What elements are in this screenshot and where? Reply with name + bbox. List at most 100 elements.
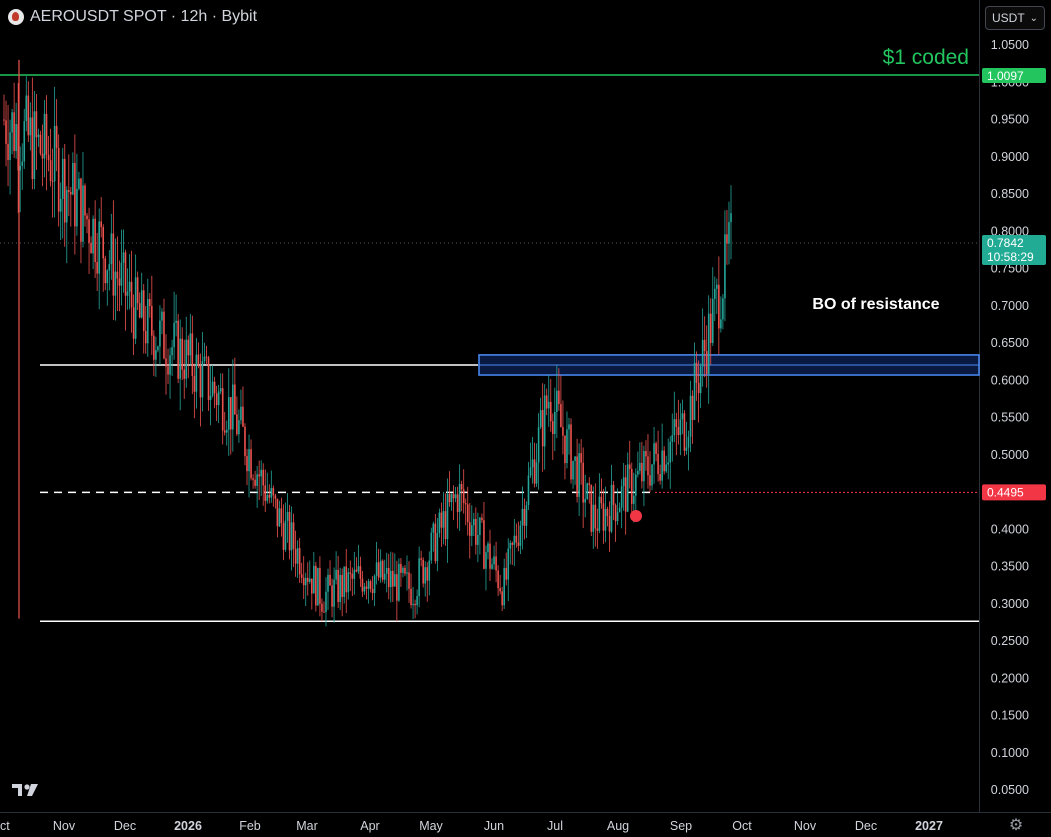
candle-body [72, 163, 74, 195]
candle-body [675, 419, 678, 428]
candle-body [529, 467, 532, 476]
candle-body [96, 262, 98, 274]
candle-body [347, 572, 350, 593]
candle-body [387, 567, 390, 588]
candle-body [473, 519, 475, 526]
candle-body [545, 395, 548, 409]
candle-body [146, 299, 149, 344]
candle-body [491, 564, 493, 569]
candle-body [450, 493, 453, 503]
candle-body [98, 221, 100, 274]
candle-body [572, 460, 574, 480]
candle-body [404, 567, 406, 574]
candle-body [246, 456, 248, 472]
candle-body [215, 393, 218, 406]
candle-body [606, 508, 609, 516]
candle-body [452, 493, 455, 499]
candle-body [705, 351, 708, 374]
candle-body [556, 390, 558, 412]
red-level-tag-bg [982, 484, 1046, 501]
candle-body [142, 290, 145, 332]
candle-body [258, 474, 260, 477]
candle-body [574, 456, 576, 461]
candle-body [495, 556, 497, 571]
candle-body [47, 154, 50, 161]
y-tick-label: 0.9000 [991, 150, 1029, 164]
candle-body [266, 494, 269, 501]
candle-body [317, 567, 319, 606]
candle-body [669, 441, 672, 463]
candle-body [426, 567, 429, 581]
candle-body [582, 462, 584, 503]
candle-body [568, 424, 570, 430]
candle-body [298, 548, 301, 575]
candle-body [578, 453, 580, 497]
candle-body [304, 577, 307, 586]
x-tick-label: May [419, 819, 443, 833]
x-tick-label: 2026 [174, 819, 202, 833]
candle-body [94, 218, 96, 263]
candle-body [106, 270, 109, 284]
candle-body [527, 475, 530, 506]
candle-body [116, 271, 119, 279]
candle-body [90, 242, 92, 254]
candle-body [290, 522, 293, 551]
candle-body [367, 581, 370, 589]
candle-body [78, 178, 80, 189]
candle-body [236, 414, 238, 435]
symbol-title[interactable]: AEROUSDT SPOT · 12h · Bybit [30, 8, 258, 25]
candle-body [74, 163, 76, 227]
candle-body [497, 570, 499, 589]
candle-body [432, 523, 435, 533]
signal-marker[interactable] [630, 510, 642, 522]
y-tick-label: 0.1500 [991, 709, 1029, 723]
candle-body [724, 234, 726, 299]
candle-body [49, 160, 52, 181]
tradingview-logo-icon[interactable] [10, 780, 44, 800]
candle-body [193, 375, 196, 392]
candle-body [410, 588, 412, 606]
currency-select[interactable]: USDT ⌄ [985, 6, 1045, 30]
candle-body [327, 574, 329, 592]
candle-body [408, 572, 410, 589]
candle-body [396, 574, 398, 601]
currency-select-value: USDT [992, 11, 1025, 25]
x-tick-label: ct [0, 819, 10, 833]
candle-body [701, 339, 704, 367]
y-tick-label: 0.8500 [991, 187, 1029, 201]
candle-body [722, 298, 724, 320]
y-tick-label: 0.9500 [991, 113, 1029, 127]
candle-body [499, 588, 501, 592]
candle-body [191, 333, 194, 376]
candle-body [292, 522, 295, 549]
candle-body [230, 397, 232, 430]
candle-body [17, 124, 19, 171]
candle-body [440, 512, 443, 528]
candle-body [418, 558, 420, 597]
candle-body [523, 508, 526, 526]
candle-body [483, 520, 485, 569]
candle-body [195, 354, 198, 392]
settings-gear-icon[interactable]: ⚙ [1008, 817, 1024, 834]
candle-body [651, 464, 653, 486]
candle-body [100, 221, 103, 228]
candle-body [560, 404, 562, 428]
candle-body [177, 320, 179, 379]
candle-body [339, 574, 341, 602]
candle-body [272, 488, 275, 496]
candle-body [341, 574, 343, 597]
candle-body [37, 134, 40, 138]
candle-body [363, 586, 366, 592]
candle-body [169, 355, 171, 375]
candle-body [35, 111, 38, 138]
candle-body [720, 319, 722, 329]
candle-body [357, 566, 360, 572]
y-tick-label: 0.1000 [991, 746, 1029, 760]
candle-body [209, 395, 212, 400]
candle-body [114, 271, 117, 296]
last-price-tag-text: 0.7842 [987, 236, 1024, 250]
candle-body [82, 185, 84, 242]
candle-body [7, 143, 9, 161]
candle-body [630, 468, 633, 504]
